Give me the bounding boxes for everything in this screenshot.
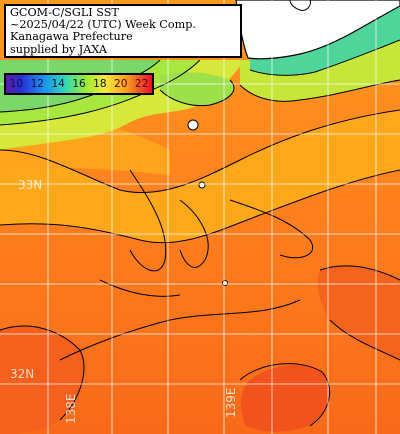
lon-label-139e: 139E (224, 387, 238, 419)
legend-label: 12 (30, 78, 44, 90)
legend-label: 10 (9, 78, 24, 90)
lat-label-33n: 33N (18, 178, 43, 192)
sst-hot-zone (0, 326, 84, 434)
lon-label-138e: 138E (64, 393, 78, 425)
island (222, 280, 228, 286)
sst-hot-zone (317, 265, 400, 360)
map-title-box: GCOM-C/SGLI SST ~2025/04/22 (UTC) Week C… (4, 4, 242, 58)
temperature-legend: 10 12 14 16 18 20 22 (4, 73, 154, 95)
title-line-3: Kanagawa Prefecture (10, 30, 133, 44)
land (289, 0, 311, 11)
legend-label: 20 (114, 78, 128, 90)
legend-label: 18 (93, 78, 107, 90)
sst-cold-zone (160, 72, 234, 106)
legend-label: 14 (51, 78, 65, 90)
lat-label-32n: 32N (10, 367, 35, 381)
title-line-4: supplied by JAXA (10, 42, 108, 56)
title-line-2: ~2025/04/22 (UTC) Week Comp. (10, 18, 196, 32)
legend-label: 16 (72, 78, 86, 90)
island (198, 181, 206, 189)
title-line-1: GCOM-C/SGLI SST (10, 6, 119, 19)
sst-hot-zone (240, 364, 329, 432)
sst-mid-zone (0, 110, 400, 243)
island (187, 119, 199, 131)
legend-label: 22 (134, 78, 149, 90)
